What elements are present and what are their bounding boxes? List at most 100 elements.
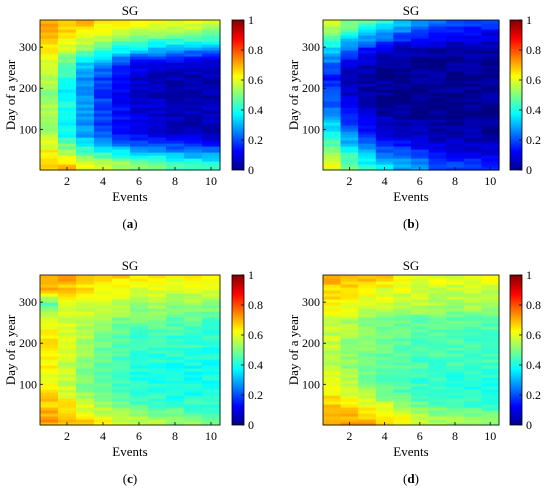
heatmap-cell — [148, 416, 167, 420]
heatmap-cell — [463, 155, 482, 159]
heatmap-cell — [393, 317, 412, 321]
heatmap-cell — [411, 86, 430, 90]
heatmap-cell — [40, 311, 59, 315]
heatmap-cell — [40, 92, 59, 96]
heatmap-cell — [340, 305, 359, 309]
heatmap-cell — [340, 365, 359, 369]
heatmap-cell — [40, 98, 59, 102]
heatmap-cell — [463, 377, 482, 381]
heatmap-cell — [375, 326, 394, 330]
heatmap-cell — [446, 101, 465, 105]
heatmap-cell — [481, 335, 500, 339]
heatmap-cell — [148, 380, 167, 384]
heatmap-cell — [375, 338, 394, 342]
heatmap-cell — [428, 56, 447, 60]
heatmap-cell — [463, 65, 482, 69]
heatmap-cell — [358, 398, 377, 402]
heatmap-cell — [358, 404, 377, 408]
heatmap-cell — [202, 392, 221, 396]
heatmap-cell — [94, 308, 113, 312]
heatmap-cell — [130, 302, 149, 306]
heatmap-cell — [76, 392, 95, 396]
heatmap-cell — [446, 38, 465, 42]
heatmap-cell — [411, 80, 430, 84]
heatmap-cell — [428, 167, 447, 171]
heatmap-cell — [112, 128, 131, 132]
heatmap-cell — [375, 95, 394, 99]
heatmap-cell — [112, 35, 131, 39]
colorbar-tick-label: 0.6 — [248, 328, 263, 342]
heatmap-cell — [481, 368, 500, 372]
heatmap-cell — [148, 119, 167, 123]
heatmap-cell — [58, 149, 77, 153]
heatmap-cell — [323, 38, 342, 42]
heatmap-cell — [40, 356, 59, 360]
heatmap-cell — [202, 410, 221, 414]
colorbar-tick-label: 0.2 — [248, 133, 263, 147]
heatmap-cell — [411, 146, 430, 150]
heatmap-cell — [340, 146, 359, 150]
heatmap-cell — [481, 38, 500, 42]
heatmap-cell — [411, 128, 430, 132]
heatmap-cell — [323, 107, 342, 111]
heatmap-cell — [358, 422, 377, 426]
heatmap-cell — [40, 101, 59, 105]
heatmap-cell — [94, 98, 113, 102]
heatmap-cell — [76, 362, 95, 366]
heatmap-cell — [411, 83, 430, 87]
heatmap-cell — [202, 338, 221, 342]
heatmap-cell — [481, 362, 500, 366]
heatmap-cell — [76, 101, 95, 105]
heatmap-cell — [148, 407, 167, 411]
heatmap-cell — [202, 110, 221, 114]
heatmap-cell — [340, 47, 359, 51]
heatmap-cell — [358, 353, 377, 357]
heatmap-cell — [184, 110, 203, 114]
heatmap-cell — [463, 383, 482, 387]
heatmap-cell — [130, 359, 149, 363]
heatmap-cell — [58, 119, 77, 123]
heatmap-cell — [446, 311, 465, 315]
heatmap-cell — [428, 275, 447, 279]
heatmap-cell — [358, 326, 377, 330]
heatmap-cell — [58, 143, 77, 147]
heatmap-cell — [94, 143, 113, 147]
heatmap-cell — [428, 125, 447, 129]
heatmap-cell — [428, 395, 447, 399]
heatmap-cell — [94, 404, 113, 408]
heatmap-cell — [428, 38, 447, 42]
heatmap-cell — [58, 107, 77, 111]
heatmap-cell — [184, 323, 203, 327]
heatmap-cell — [393, 368, 412, 372]
heatmap-cell — [358, 377, 377, 381]
heatmap-cell — [428, 110, 447, 114]
heatmap-cell — [130, 38, 149, 42]
heatmap-cell — [184, 365, 203, 369]
heatmap-cell — [148, 161, 167, 165]
heatmap-cell — [148, 122, 167, 126]
heatmap-cell — [40, 278, 59, 282]
heatmap-cell — [428, 116, 447, 120]
heatmap-cell — [393, 326, 412, 330]
heatmap-cell — [340, 86, 359, 90]
heatmap-cell — [94, 110, 113, 114]
heatmap-cell — [112, 368, 131, 372]
heatmap-cell — [446, 416, 465, 420]
heatmap-cell — [184, 167, 203, 171]
heatmap-cell — [358, 293, 377, 297]
heatmap-cell — [481, 86, 500, 90]
heatmap-cell — [358, 410, 377, 414]
heatmap-cell — [463, 158, 482, 162]
heatmap-cell — [112, 23, 131, 27]
heatmap-cell — [340, 383, 359, 387]
heatmap-cell — [166, 359, 185, 363]
heatmap-cell — [94, 92, 113, 96]
heatmap-cell — [481, 74, 500, 78]
heatmap-cell — [40, 407, 59, 411]
heatmap-cell — [393, 71, 412, 75]
heatmap-cell — [340, 395, 359, 399]
x-tick-label: 8 — [172, 429, 178, 443]
heatmap-cell — [375, 278, 394, 282]
heatmap-cell — [58, 320, 77, 324]
heatmap-cell — [94, 356, 113, 360]
